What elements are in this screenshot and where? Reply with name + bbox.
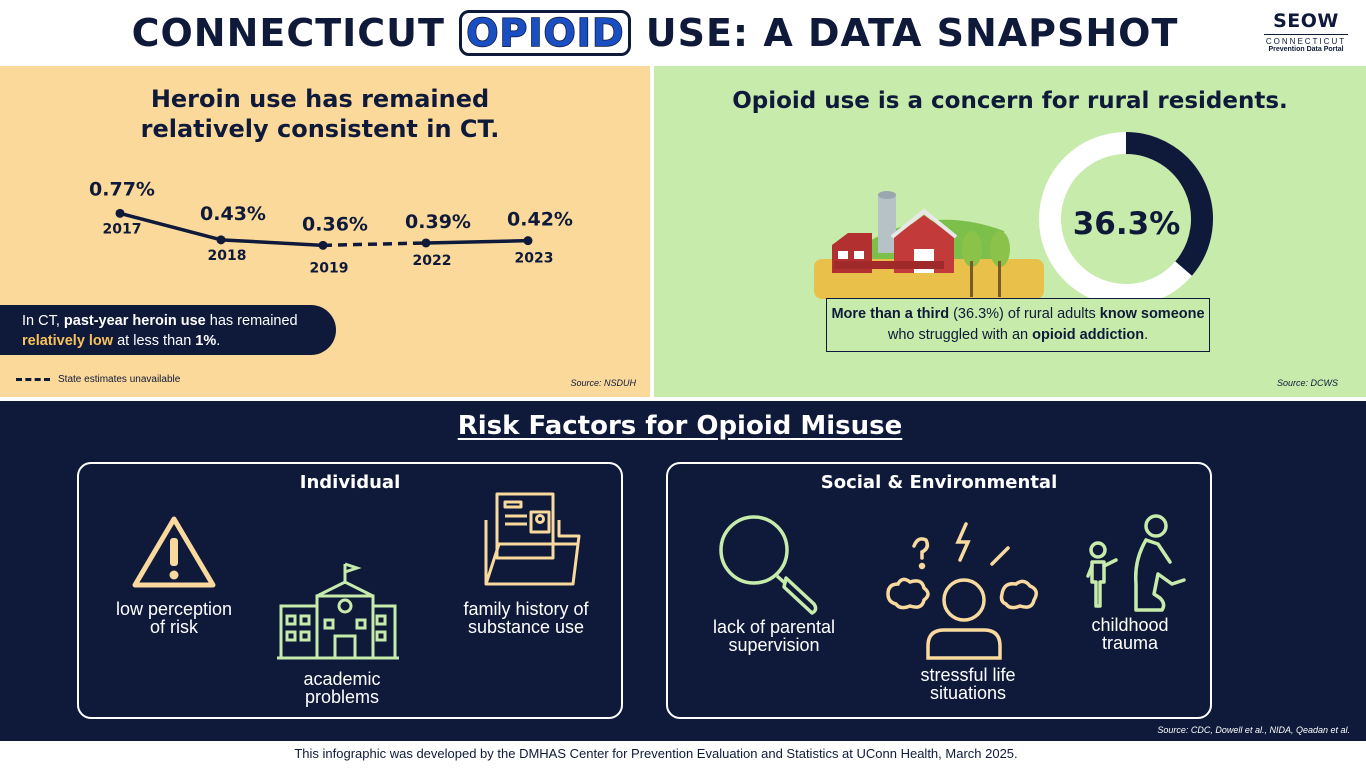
- item-label-trauma: childhood trauma: [1091, 615, 1169, 653]
- rural-source: Source: DCWS: [1276, 378, 1338, 388]
- data-point: [216, 235, 226, 245]
- heroin-line-chart: 0.77% 2017 0.43% 2018 0.36% 2019 0.39% 2022 0.42…: [89, 178, 573, 276]
- heroin-callout: In CT, past-year heroin use has remained…: [0, 305, 336, 355]
- callout-highlight: relatively low: [22, 333, 114, 349]
- chart-legend: State estimates unavailable: [16, 374, 180, 385]
- callout-text: at less than: [113, 333, 196, 349]
- seow-logo: SEOW CONNECTICUT Prevention Data Portal: [1264, 10, 1348, 53]
- donut-value-arc: [1125, 132, 1213, 276]
- social-environmental-box: Social & Environmental lack of parental …: [666, 462, 1212, 719]
- rural-text-bold: More than a third: [831, 306, 950, 322]
- chart-line-segment: [220, 238, 324, 248]
- year-label: 2023: [515, 251, 554, 267]
- social-title: Social & Environmental: [820, 472, 1058, 493]
- heroin-panel: Heroin use has remained relatively consi…: [0, 66, 650, 397]
- item-label-risk: low perception of risk: [115, 599, 233, 637]
- callout-bold: past-year heroin use: [63, 313, 206, 329]
- logo-state: CONNECTICUT: [1264, 34, 1348, 46]
- rural-panel-title: Opioid use is a concern for rural reside…: [732, 88, 1288, 114]
- data-point: [115, 208, 125, 218]
- rural-text: who struggled with an: [887, 327, 1033, 343]
- data-label: 0.43%: [200, 203, 266, 225]
- heroin-title-line-2: relatively consistent in CT.: [140, 115, 500, 143]
- data-point: [318, 240, 328, 250]
- chart-line-segment: [119, 211, 222, 242]
- header: CONNECTICUT OPIOID USE: A DATA SNAPSHOT …: [0, 0, 1366, 66]
- logo-name: SEOW: [1273, 10, 1339, 32]
- rural-text-bold: opioid addiction: [1032, 327, 1145, 343]
- year-label: 2018: [208, 248, 247, 264]
- rural-stat-box: More than a third (36.3%) of rural adult…: [826, 298, 1210, 352]
- data-point: [523, 236, 533, 246]
- rural-panel: Opioid use is a concern for rural reside…: [654, 66, 1366, 397]
- title-highlight-box: OPIOID: [459, 10, 632, 56]
- rural-text: (36.3%) of rural adults: [949, 306, 1100, 322]
- footer-credit: This infographic was developed by the DM…: [0, 741, 1366, 768]
- legend-label: State estimates unavailable: [58, 374, 181, 385]
- child-adult-icon: [1086, 514, 1186, 612]
- rural-text-bold: know someone: [1099, 306, 1205, 322]
- risk-factors-title: Risk Factors for Opioid Misuse: [457, 411, 903, 441]
- risk-factors-section: Risk Factors for Opioid Misuse Individua…: [0, 401, 1366, 741]
- data-label: 0.36%: [302, 213, 368, 235]
- risk-source: Source: CDC, Dowell et al., NIDA, Qeadan…: [1157, 725, 1350, 735]
- callout-text: has remained: [205, 313, 298, 329]
- year-label: 2017: [103, 221, 142, 237]
- dashed-line-swatch: [16, 378, 50, 381]
- farm-illustration: [814, 191, 1044, 301]
- page-title: CONNECTICUT OPIOID USE: A DATA SNAPSHOT: [0, 10, 1310, 56]
- item-label-supervision: lack of parental supervision: [712, 617, 836, 655]
- item-label-family-history: family history of substance use: [463, 599, 589, 637]
- rural-donut-chart: [1039, 132, 1213, 306]
- callout-text: .: [216, 333, 221, 349]
- heroin-panel-title: Heroin use has remained relatively consi…: [0, 84, 640, 144]
- callout-bold: 1%: [195, 333, 217, 349]
- folder-icon: [484, 492, 581, 586]
- data-label: 0.42%: [507, 209, 573, 231]
- logo-tagline: Prevention Data Portal: [1268, 46, 1344, 53]
- rural-text: .: [1144, 327, 1149, 343]
- item-label-academic: academic problems: [303, 669, 381, 707]
- individual-box: Individual low perception of risk: [77, 462, 623, 719]
- heroin-source: Source: NSDUH: [570, 378, 636, 388]
- data-label: 0.39%: [405, 211, 471, 233]
- magnifier-icon: [719, 515, 818, 615]
- chart-line-segment: [425, 238, 529, 245]
- year-label: 2022: [413, 253, 452, 269]
- warning-icon: [132, 516, 216, 588]
- item-label-stressful: stressful life situations: [920, 665, 1016, 703]
- school-icon: [277, 562, 399, 660]
- chart-line-dashed: [322, 241, 427, 248]
- year-label: 2019: [310, 260, 349, 276]
- data-label: 0.77%: [89, 178, 155, 200]
- heroin-title-line-1: Heroin use has remained: [150, 85, 490, 113]
- title-part-1: CONNECTICUT: [131, 11, 445, 55]
- stressed-person-icon: [886, 522, 1038, 660]
- title-part-2: USE: A DATA SNAPSHOT: [645, 11, 1179, 55]
- title-highlight: OPIOID: [465, 11, 625, 55]
- individual-title: Individual: [299, 472, 401, 493]
- data-point: [421, 238, 431, 248]
- donut-percent-label: 36.3%: [1072, 206, 1181, 242]
- callout-text: In CT,: [22, 313, 64, 329]
